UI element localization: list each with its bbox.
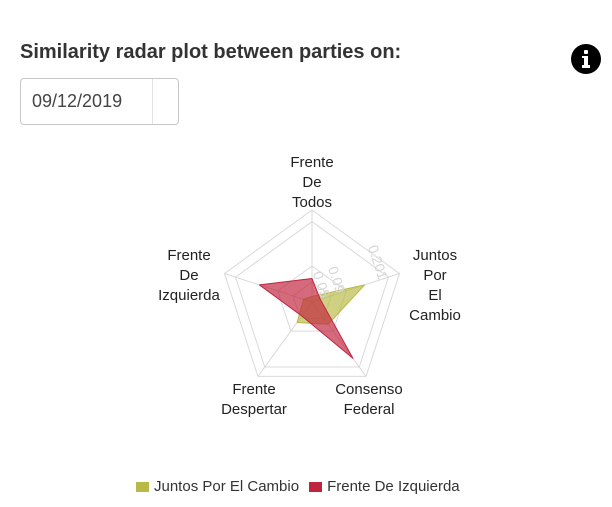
date-picker[interactable] — [20, 78, 179, 125]
chart-legend: Juntos Por El Cambio Frente De Izquierda — [136, 478, 470, 495]
legend-label: Juntos Por El Cambio — [154, 478, 300, 495]
info-icon[interactable] — [571, 44, 601, 74]
axis-label: Frente De Izquierda — [158, 247, 220, 304]
series-area-1[interactable] — [258, 278, 354, 359]
axis-label: Consenso Federal — [335, 381, 403, 418]
legend-swatch — [136, 481, 149, 492]
axis-label: Frente De Todos — [290, 154, 333, 211]
axis-label: Frente Despertar — [221, 381, 287, 418]
date-input[interactable] — [21, 79, 153, 124]
axis-label: Juntos Por El Cambio — [409, 247, 461, 324]
legend-item[interactable]: Juntos Por El Cambio — [136, 478, 299, 495]
grid-ring — [234, 220, 390, 368]
legend-item[interactable]: Frente De Izquierda — [309, 478, 460, 495]
legend-swatch — [309, 481, 323, 492]
tick-label: 0.201 — [365, 243, 391, 281]
legend-label: Frente De Izquierda — [327, 478, 460, 495]
grid-ring — [223, 209, 401, 377]
page-title: Similarity radar plot between parties on… — [20, 41, 402, 63]
